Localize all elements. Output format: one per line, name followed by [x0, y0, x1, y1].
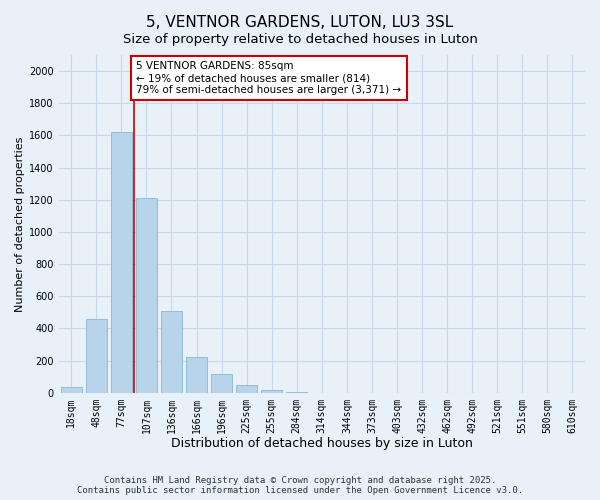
Bar	[136, 198, 157, 392]
Y-axis label: Number of detached properties: Number of detached properties	[15, 136, 25, 312]
Text: 5, VENTNOR GARDENS, LUTON, LU3 3SL: 5, VENTNOR GARDENS, LUTON, LU3 3SL	[146, 15, 454, 30]
Bar	[261, 390, 283, 392]
Bar	[86, 318, 107, 392]
Bar	[211, 374, 232, 392]
X-axis label: Distribution of detached houses by size in Luton: Distribution of detached houses by size …	[171, 437, 473, 450]
Text: 5 VENTNOR GARDENS: 85sqm
← 19% of detached houses are smaller (814)
79% of semi-: 5 VENTNOR GARDENS: 85sqm ← 19% of detach…	[136, 62, 401, 94]
Text: Size of property relative to detached houses in Luton: Size of property relative to detached ho…	[122, 32, 478, 46]
Bar	[110, 132, 132, 392]
Bar	[161, 310, 182, 392]
Bar	[61, 387, 82, 392]
Bar	[236, 386, 257, 392]
Bar	[186, 358, 207, 392]
Text: Contains HM Land Registry data © Crown copyright and database right 2025.
Contai: Contains HM Land Registry data © Crown c…	[77, 476, 523, 495]
